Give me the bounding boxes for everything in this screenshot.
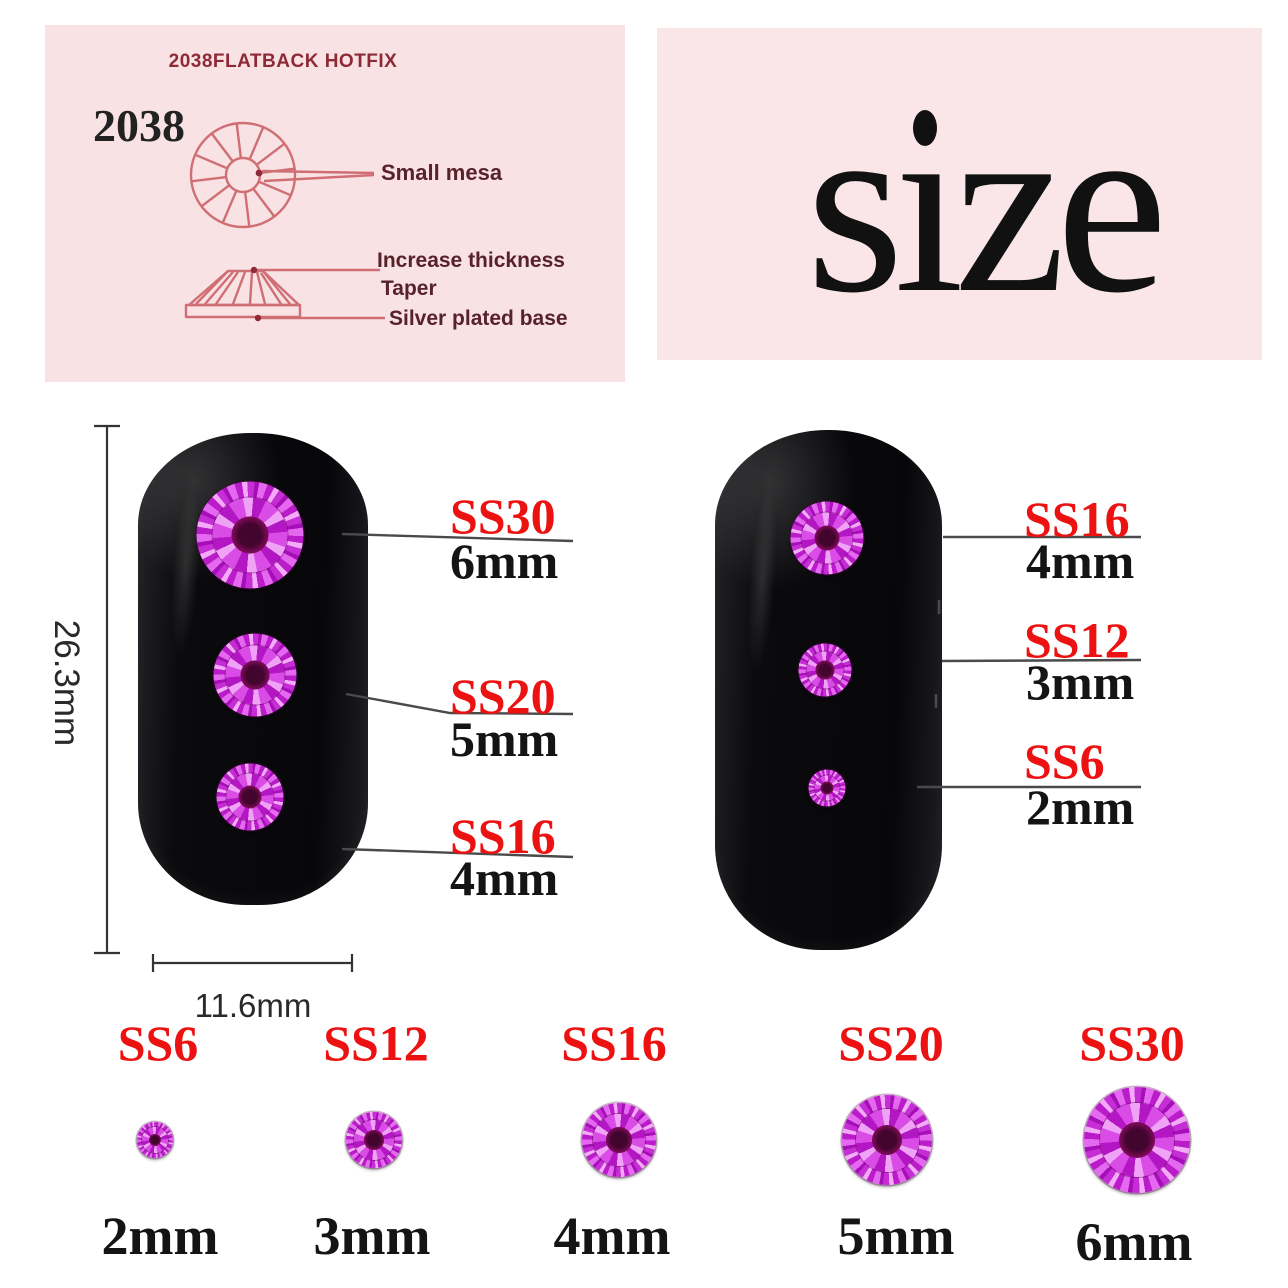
model-number: 2038 [93,100,185,151]
rhinestone-right-ss12 [798,643,852,697]
sideview-diagram [184,266,385,322]
callout-right-ss12-mm: 3mm [1026,654,1135,710]
row-label-ss12: SS12 [323,1015,429,1071]
rhinestone-left-ss30 [196,481,304,589]
rhinestone-right-ss16 [790,501,864,575]
row-label-ss20: SS20 [838,1015,944,1071]
callout-right-ss6: SS6 [1024,733,1105,789]
row-mm-4mm: 4mm [553,1206,671,1266]
right-callout-lines [917,535,1142,789]
row-label-ss16: SS16 [561,1015,667,1071]
rhinestone-left-ss16 [216,763,284,831]
callout-ss20-mm: 5mm [450,711,559,767]
callout-ss30-mm: 6mm [450,533,559,589]
nail-width-dimension: 11.6mm [194,987,312,1024]
rhinestone-right-ss6 [808,769,846,807]
row-mm-6mm: 6mm [1075,1212,1193,1272]
callout-ss30: SS30 [450,488,556,544]
row-mm-3mm: 3mm [313,1206,431,1266]
increase-thickness-label: Increase thickness [377,249,565,272]
spec-card [45,25,625,382]
left-callout-lines [341,532,574,859]
callout-ss16: SS16 [450,808,556,864]
rhinestone-row-ss12 [346,1112,402,1168]
nail-height-dimension: 26.3mm [47,619,86,747]
size-card [657,28,1262,360]
small-mesa-label: Small mesa [381,160,503,185]
callout-ss20: SS20 [450,668,556,724]
row-label-ss30: SS30 [1079,1015,1185,1071]
spec-card-title: 2038FLATBACK HOTFIX [168,51,398,72]
callout-right-ss12: SS12 [1024,612,1130,668]
taper-label: Taper [381,277,437,300]
callout-right-ss6-mm: 2mm [1026,779,1135,835]
row-label-ss6: SS6 [117,1015,199,1071]
silver-plated-base-label: Silver plated base [389,307,568,330]
rhinestone-row-ss16 [582,1103,656,1177]
callout-right-ss16: SS16 [1024,491,1130,547]
size-heading: sıze [806,65,1168,345]
dimension-lines [94,424,354,972]
rhinestone-row-ss6 [137,1122,173,1158]
callout-right-ss16-mm: 4mm [1026,533,1135,589]
size-heading-dot [913,110,937,146]
callout-ss16-mm: 4mm [450,850,559,906]
rhinestone-row-ss20 [842,1095,932,1185]
rhinestone-left-ss20 [213,633,297,717]
rhinestone-row-ss30 [1084,1087,1190,1193]
row-mm-2mm: 2mm [101,1206,219,1266]
row-mm-5mm: 5mm [837,1206,955,1266]
topview-diagram [189,121,375,229]
